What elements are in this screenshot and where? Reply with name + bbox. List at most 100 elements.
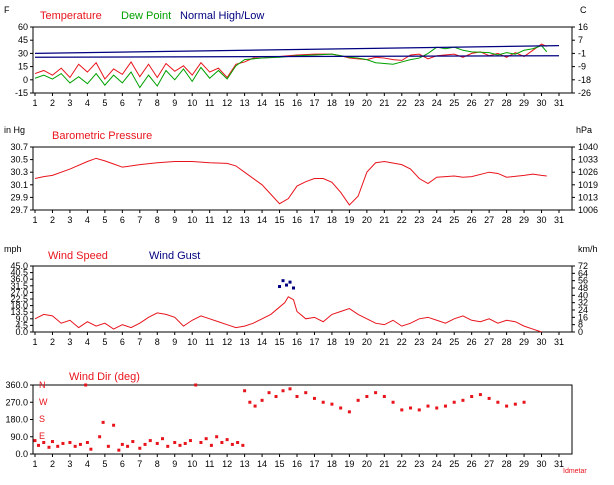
- y-tick-label-left: 15: [18, 62, 28, 72]
- data-point: [220, 441, 224, 444]
- y-tick-label-right: 1019: [578, 180, 598, 190]
- x-tick-label: 29: [519, 337, 529, 347]
- x-tick-label: 23: [414, 459, 424, 469]
- wind-series: [34, 279, 542, 333]
- x-tick-label: 28: [502, 337, 512, 347]
- data-point: [452, 400, 456, 404]
- legend-wind-gust: Wind Gust: [149, 250, 200, 262]
- data-point: [496, 400, 500, 404]
- x-tick-label: 29: [519, 98, 529, 108]
- x-tick-label: 15: [275, 215, 285, 225]
- data-point: [56, 444, 60, 448]
- data-point: [288, 387, 292, 391]
- pressure-x-ticks: 1 2 3 4 5 6 7 8 9 10 11 12 13 14 15 16 17 18 19 20 21 22 23 24 2…: [32, 210, 564, 225]
- wind-plot-frame: [32, 265, 573, 333]
- x-tick-label: 19: [344, 215, 354, 225]
- data-point: [155, 441, 159, 445]
- compass-label: E: [39, 431, 45, 441]
- x-tick-label: 29: [519, 459, 529, 469]
- series-line-wind-speed: [34, 296, 542, 333]
- y-tick-label-left: 13.5: [10, 307, 28, 317]
- data-point: [330, 402, 334, 406]
- x-tick-label: 9: [172, 215, 177, 225]
- x-tick-label: 24: [432, 459, 442, 469]
- y-tick-label-left: 360.0: [5, 380, 28, 390]
- data-point: [126, 444, 130, 448]
- x-tick-label: 18: [327, 215, 337, 225]
- y-tick-label-left: 30.1: [10, 180, 28, 190]
- wind-dir-title: Wind Dir (deg): [69, 371, 140, 383]
- y-tick-label-left: 0.0: [15, 449, 28, 459]
- y-tick-label-left: 30.7: [10, 142, 28, 152]
- data-point: [347, 410, 351, 414]
- x-tick-label: 6: [120, 98, 125, 108]
- x-tick-label: 14: [257, 337, 267, 347]
- x-tick-label: 24: [432, 215, 442, 225]
- y-tick-label-left: 9.0: [15, 314, 28, 324]
- x-tick-label: 16: [292, 98, 302, 108]
- x-tick-label: 21: [379, 98, 389, 108]
- x-tick-label: 1: [32, 459, 37, 469]
- compass-label: N: [39, 380, 46, 390]
- y-tick-label-left: 4.5: [15, 320, 28, 330]
- data-point: [374, 391, 378, 395]
- x-tick-label: 4: [85, 337, 90, 347]
- data-point: [84, 383, 88, 387]
- y-tick-label-right: 64: [578, 268, 588, 278]
- x-tick-label: 8: [155, 98, 160, 108]
- source-label: Idmetar: [563, 468, 587, 475]
- data-point: [522, 400, 526, 404]
- legend-normal-high-low: Normal High/Low: [180, 10, 264, 22]
- x-tick-label: 21: [379, 459, 389, 469]
- data-point: [106, 444, 110, 448]
- x-tick-label: 8: [155, 215, 160, 225]
- data-point: [166, 444, 170, 448]
- data-point: [33, 439, 37, 443]
- data-point: [117, 448, 121, 452]
- x-tick-label: 8: [155, 459, 160, 469]
- x-tick-label: 1: [32, 215, 37, 225]
- data-point: [278, 285, 282, 289]
- data-point: [61, 441, 65, 445]
- x-tick-label: 28: [502, 98, 512, 108]
- x-tick-label: 2: [50, 98, 55, 108]
- data-point: [138, 446, 142, 450]
- x-tick-label: 13: [240, 337, 250, 347]
- legend-dew-point: Dew Point: [121, 10, 171, 22]
- x-tick-label: 18: [327, 459, 337, 469]
- x-tick-label: 29: [519, 215, 529, 225]
- compass-label: S: [39, 414, 45, 424]
- x-tick-label: 3: [67, 98, 72, 108]
- x-tick-label: 20: [362, 459, 372, 469]
- data-point: [417, 408, 421, 412]
- x-tick-label: 16: [292, 337, 302, 347]
- x-tick-label: 11: [205, 337, 214, 347]
- x-tick-label: 27: [484, 215, 494, 225]
- wind-x-ticks: 1 2 3 4 5 6 7 8 9 10 11 12 13 14 15 16 17 18 19 20 21 22 23 24 2…: [32, 332, 564, 347]
- wind-dir-x-ticks: 1 2 3 4 5 6 7 8 9 10 11 12 13 14 15 16 17 18 19 20 21 22 23 24 2…: [32, 454, 564, 469]
- x-tick-label: 24: [432, 98, 442, 108]
- data-point: [478, 393, 482, 397]
- data-point: [131, 440, 135, 444]
- data-point: [253, 404, 257, 408]
- compass-label: W: [39, 397, 48, 407]
- pressure-y-ticks-left: 30.7 30.5 30.3 30.1 29.9 29.7: [10, 142, 33, 215]
- x-tick-label: 12: [222, 459, 232, 469]
- y-tick-label-left: 30.3: [10, 167, 28, 177]
- x-tick-label: 18: [327, 98, 337, 108]
- x-tick-label: 13: [240, 459, 250, 469]
- x-tick-label: 30: [537, 459, 547, 469]
- x-tick-label: 26: [467, 459, 477, 469]
- x-tick-label: 13: [240, 215, 250, 225]
- x-tick-label: 8: [155, 337, 160, 347]
- y-tick-label-left: 0: [23, 75, 28, 85]
- x-tick-label: 25: [449, 215, 459, 225]
- x-tick-label: 9: [172, 337, 177, 347]
- data-point: [248, 400, 252, 404]
- data-point: [285, 283, 289, 287]
- x-tick-label: 2: [50, 337, 55, 347]
- data-point: [356, 398, 360, 402]
- temperature-panel: F C Temperature Dew Point Normal High/Lo…: [4, 5, 591, 108]
